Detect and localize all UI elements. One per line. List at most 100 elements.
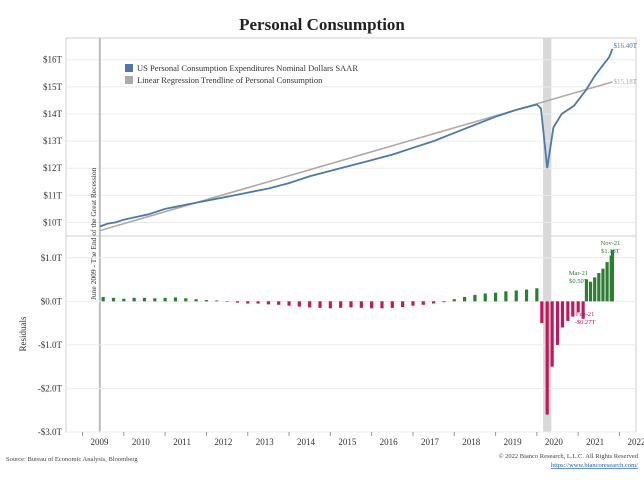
residual-bar xyxy=(235,301,240,303)
recession-end-marker-label: June 2009 - The End of the Great Recessi… xyxy=(89,167,98,300)
legend-label-trend: Linear Regression Trendline of Personal … xyxy=(137,75,323,85)
residual-bar xyxy=(605,262,609,302)
residual-bar xyxy=(132,297,136,302)
source-text: Source: Bureau of Economic Analysis, Blo… xyxy=(6,456,138,463)
residual-bar xyxy=(535,288,539,302)
x-tick-label: 2016 xyxy=(380,437,399,447)
x-tick-label: 2019 xyxy=(504,437,523,447)
x-axis: 2009 2010 2011 2012 2013 2014 2015 2016 2017 2018… xyxy=(82,432,644,447)
residual-bar xyxy=(308,301,312,308)
residual-bar xyxy=(576,301,580,313)
residual-bar xyxy=(153,298,157,302)
chart-title: Personal Consumption xyxy=(239,15,405,34)
x-tick-label: 2018 xyxy=(462,437,481,447)
residual-bar xyxy=(390,301,394,308)
residual-bar xyxy=(493,292,498,302)
bottom-y-tick-label: $0.0T xyxy=(41,296,63,306)
x-tick-label: 2010 xyxy=(132,437,151,447)
residual-bar xyxy=(462,296,467,302)
residual-bar xyxy=(588,281,593,302)
bottom-y-tick-label: -$1.0T xyxy=(38,340,63,350)
pce-end-label: $16.40T xyxy=(613,42,637,50)
residual-bar xyxy=(597,273,601,302)
residual-bar xyxy=(593,277,597,302)
residual-bar xyxy=(349,301,353,308)
x-tick-label: 2021 xyxy=(586,437,604,447)
x-tick-label: 2017 xyxy=(421,437,440,447)
residual-bar xyxy=(473,294,477,302)
residual-bar xyxy=(215,300,219,302)
residual-bar xyxy=(122,298,126,302)
residual-bar xyxy=(256,301,260,304)
residual-bar xyxy=(204,300,209,302)
residual-bar xyxy=(401,301,405,307)
top-y-tick-label: $12T xyxy=(43,163,63,173)
residual-bar xyxy=(101,296,105,302)
website-link[interactable]: https://www.biancoresearch.com/ xyxy=(551,462,638,469)
residual-bar xyxy=(442,301,446,303)
x-tick-label: 2011 xyxy=(173,437,191,447)
residual-bar xyxy=(432,301,436,304)
top-panel: $10T $11T $12T $13T $14T $15T $16T June 2009 - … xyxy=(43,38,638,432)
residual-bar xyxy=(566,301,570,321)
residual-bar xyxy=(504,291,508,302)
top-y-tick-label: $16T xyxy=(43,55,63,65)
top-y-tick-label: $11T xyxy=(43,190,62,200)
residual-bar xyxy=(297,301,301,307)
residual-bar xyxy=(339,301,343,308)
annotation-value: $1.18T xyxy=(601,248,620,255)
top-y-tick-label: $10T xyxy=(43,217,63,227)
x-tick-label: 2020 xyxy=(545,437,564,447)
legend-swatch-pce xyxy=(125,64,133,72)
residual-bar xyxy=(142,297,147,302)
residual-bar xyxy=(246,301,250,304)
residual-bar xyxy=(173,297,178,302)
bottom-y-tick-label: $1.0T xyxy=(41,253,63,263)
residual-bar xyxy=(163,297,167,302)
residual-bar xyxy=(452,299,456,302)
residuals-axis-label: Residuals xyxy=(18,316,28,351)
residual-bar xyxy=(111,297,116,302)
residual-bar xyxy=(328,301,332,309)
legend: US Personal Consumption Expenditures Nom… xyxy=(125,63,358,85)
x-tick-label: 2012 xyxy=(214,437,232,447)
residual-bar xyxy=(514,290,518,302)
residual-bar xyxy=(370,301,374,309)
trendline-end-label: $15.18T xyxy=(613,78,637,86)
top-y-tick-label: $14T xyxy=(43,109,63,119)
residual-bar xyxy=(380,301,384,309)
residual-bar xyxy=(277,301,281,305)
residual-bar xyxy=(225,301,229,302)
residual-bar xyxy=(601,268,605,302)
top-y-tick-label: $13T xyxy=(43,136,63,146)
annotation-date: Mar-21 xyxy=(569,270,588,277)
residual-bar xyxy=(359,301,363,308)
bottom-y-tick-label: -$3.0T xyxy=(38,427,63,437)
residual-bar xyxy=(287,301,291,306)
residual-bar xyxy=(483,293,487,302)
bottom-panel: -$3.0T -$2.0T -$1.0T $0.0T $1.0T Mar-21$0.50T… xyxy=(38,240,636,437)
residual-bar xyxy=(266,301,270,305)
residual-bar xyxy=(610,249,615,302)
top-y-tick-label: $15T xyxy=(43,82,63,92)
bottom-y-tick-label: -$2.0T xyxy=(38,383,63,393)
annotation-date: Nov-21 xyxy=(601,240,621,247)
residual-bar xyxy=(411,301,415,306)
x-tick-label: 2009 xyxy=(91,437,110,447)
residual-bar xyxy=(524,289,529,302)
annotation-value: -$0.27T xyxy=(575,319,596,326)
legend-label-pce: US Personal Consumption Expenditures Nom… xyxy=(137,63,358,73)
copyright-text: © 2022 Bianco Research, L.L.C. All Right… xyxy=(499,453,639,460)
residual-bar xyxy=(545,301,549,415)
residual-bar xyxy=(421,301,425,305)
residual-bar xyxy=(571,301,575,317)
residual-bar xyxy=(540,301,544,324)
x-tick-label: 2015 xyxy=(338,437,357,447)
covid-recession-band xyxy=(543,38,552,432)
residual-bar xyxy=(555,301,560,345)
x-tick-label: 2022 xyxy=(627,437,644,447)
residual-bar xyxy=(550,301,554,367)
legend-swatch-trend xyxy=(125,76,133,84)
